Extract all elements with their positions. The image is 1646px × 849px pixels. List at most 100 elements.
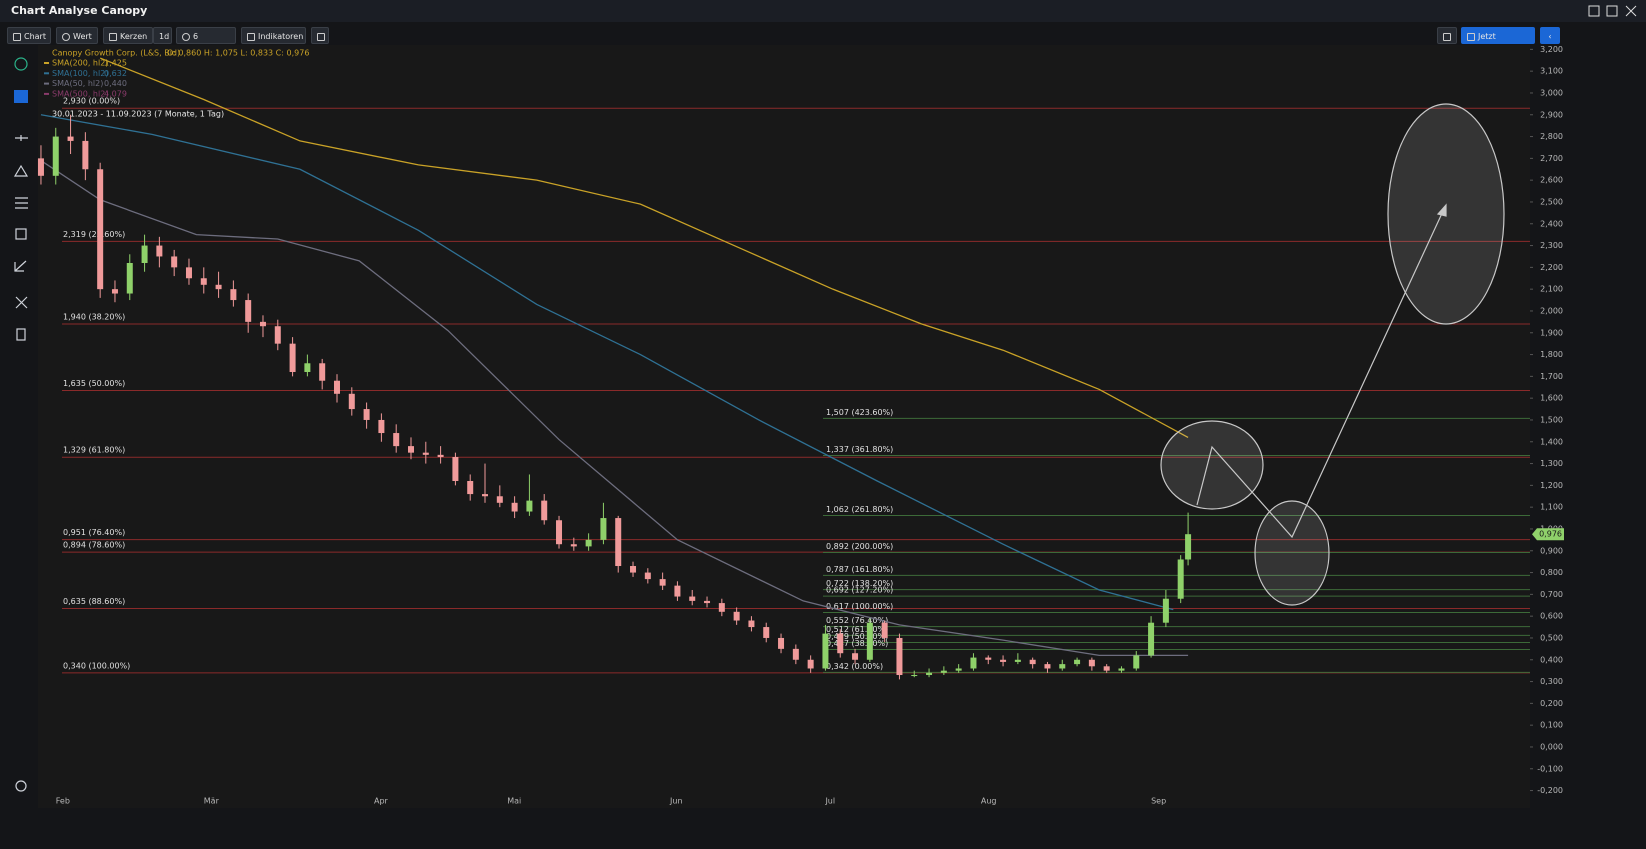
plot-area (38, 45, 1530, 808)
arrow-head (1436, 203, 1447, 217)
y-tick-label: -0,100 (1537, 764, 1563, 773)
ellipse (1160, 420, 1264, 510)
plot: 3,200 3,100 3,000 2,900 2,800 2,700 2,600 2,500… (37, 45, 1563, 806)
x-tick-label: Sep (1151, 797, 1166, 806)
candle-body (289, 343, 296, 372)
indicators-button[interactable]: Indikatoren (241, 27, 306, 44)
y-tick-label: 1,200 (1540, 481, 1563, 490)
kerzen-button[interactable]: Kerzen (103, 27, 153, 44)
fib-extension-label: 0,512 (61.80%) (826, 625, 888, 634)
candle-body (881, 622, 888, 638)
candle-body (911, 675, 918, 677)
legend-name: SMA(50, hl2) (52, 79, 103, 88)
y-tick-label: 0,800 (1540, 568, 1563, 577)
compare-icon[interactable] (14, 90, 28, 103)
candle-body (970, 657, 977, 669)
candle-body (600, 518, 607, 540)
y-tick-label: 1,900 (1540, 328, 1563, 337)
tools-icon[interactable] (15, 296, 28, 309)
range-button[interactable]: 6 Monate (176, 27, 236, 58)
y-tick-label: 0,000 (1540, 742, 1563, 751)
wert-button[interactable]: Wert (56, 27, 98, 44)
candle-body (274, 326, 281, 344)
candle-body (852, 653, 859, 660)
candle-body (141, 245, 148, 263)
y-tick-label: 0,300 (1540, 677, 1563, 686)
legend-ohlc: O: 0,860 H: 1,075 L: 0,833 C: 0,976 (167, 49, 309, 58)
sidebar (13, 57, 29, 792)
label: 1d (159, 32, 170, 41)
candle-body (215, 284, 222, 290)
candle-body (955, 668, 962, 671)
candle-body (467, 481, 474, 495)
y-tick-label: 2,300 (1540, 241, 1563, 250)
fib-extension-label: 1,062 (261.80%) (826, 505, 893, 514)
y-tick-label: 2,800 (1540, 132, 1563, 141)
y-tick-label: 2,100 (1540, 285, 1563, 294)
crosshair-icon[interactable] (15, 135, 28, 141)
window-title: Chart Analyse Canopy (11, 4, 148, 17)
logo-icon (14, 57, 28, 71)
candle-body (1185, 534, 1192, 560)
y-tick-label: 1,100 (1540, 503, 1563, 512)
fib-extension-label: 0,722 (138.20%) (826, 579, 893, 588)
theme-icon[interactable] (15, 780, 27, 792)
tools-button[interactable] (1437, 27, 1457, 44)
candle-body (393, 433, 400, 447)
maximize-icon[interactable] (1588, 5, 1600, 17)
candle-body (1177, 559, 1184, 599)
bookmark-button[interactable] (311, 27, 329, 44)
fib-extension-label: 0,787 (161.80%) (826, 565, 893, 574)
shape-icon[interactable] (13, 164, 29, 177)
interval-button[interactable]: 1d (153, 27, 172, 44)
chart-button[interactable]: Chart (7, 27, 51, 44)
legend-value: 0,440 (104, 79, 127, 88)
legend-name: SMA(100, hl2) (52, 69, 108, 78)
sma-line (99, 57, 1189, 438)
fib-icon[interactable] (15, 197, 28, 209)
close-icon[interactable] (1625, 5, 1637, 17)
y-tick-label: 3,100 (1540, 67, 1563, 76)
candle-body (1103, 666, 1110, 671)
candle-body (866, 622, 873, 660)
candle-body (408, 446, 414, 453)
fib-level-label: 0,951 (76.40%) (63, 528, 125, 537)
popout-icon[interactable] (1606, 5, 1618, 17)
text-icon[interactable] (15, 228, 27, 240)
x-tick-label: Feb (56, 797, 70, 806)
arrow-path (1196, 208, 1445, 539)
candle-body (940, 670, 947, 673)
y-tick-label: 3,000 (1540, 88, 1563, 97)
candle-body (82, 140, 89, 170)
label: Chart (24, 32, 46, 41)
candle-body (630, 566, 637, 573)
candle-body (185, 267, 192, 279)
y-tick-label: 0,700 (1540, 590, 1563, 599)
draw-icon[interactable] (14, 260, 27, 272)
candle-body (111, 289, 118, 294)
y-tick-label: 1,600 (1540, 394, 1563, 403)
candle-body (1059, 664, 1066, 669)
candle-body (615, 518, 622, 567)
candle-body (659, 579, 666, 586)
fib-level-label: 0,894 (78.60%) (63, 541, 125, 550)
candle-body (674, 585, 681, 597)
candle-body (1088, 659, 1095, 667)
candle-body (482, 494, 489, 497)
candle-body (1074, 659, 1081, 665)
candle-body (896, 637, 903, 676)
trade-button[interactable]: Jetzt handeln! (1461, 27, 1535, 58)
y-tick-label: 2,200 (1540, 263, 1563, 272)
candle-body (822, 633, 829, 669)
fib-level-label: 1,635 (50.00%) (63, 379, 125, 388)
fib-level-label: 1,329 (61.80%) (63, 446, 125, 455)
collapse-button[interactable]: ‹ (1540, 27, 1560, 44)
candle-body (526, 500, 533, 512)
candle-body (926, 672, 933, 676)
fib-level-label: 0,635 (88.60%) (63, 597, 125, 606)
calc-icon[interactable] (16, 328, 26, 341)
y-tick-label: 3,200 (1540, 45, 1563, 54)
candle-body (378, 419, 385, 434)
legend-value: 1,425 (104, 59, 127, 68)
